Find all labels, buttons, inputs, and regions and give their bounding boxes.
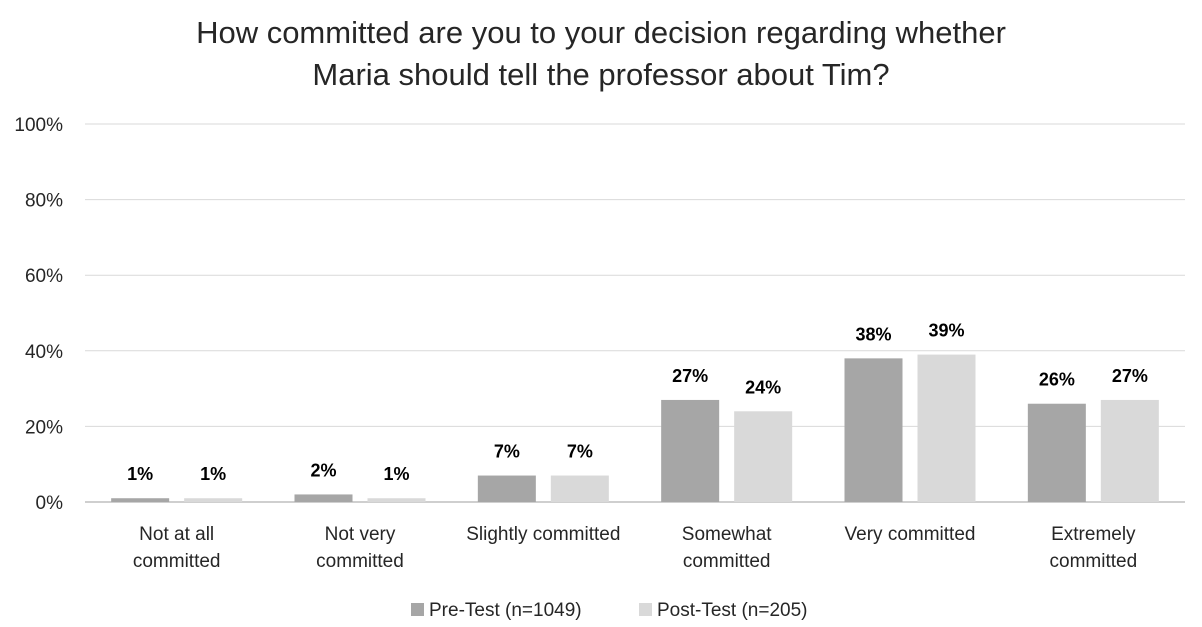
x-category-label: committed — [133, 551, 221, 572]
y-axis-ticks: 0% 20% 40% 60% 80% 100% — [14, 115, 63, 514]
y-tick-label: 60% — [25, 266, 63, 287]
chart-title-line: How committed are you to your decision r… — [196, 15, 1006, 50]
x-category-label: Very committed — [845, 524, 976, 545]
chart-title: How committed are you to your decision r… — [196, 15, 1006, 92]
legend-swatch — [411, 603, 424, 616]
x-category-label: Not very — [325, 524, 396, 545]
y-tick-label: 100% — [14, 115, 63, 136]
gridlines — [85, 123, 1185, 503]
data-label: 7% — [567, 442, 593, 462]
y-tick-label: 80% — [25, 191, 63, 212]
chart-title-line: Maria should tell the professor about Ti… — [312, 57, 889, 92]
legend-label: Pre-Test (n=1049) — [429, 600, 582, 621]
bar-pre-test — [477, 475, 536, 502]
y-tick-label: 20% — [25, 417, 63, 438]
data-label: 2% — [310, 460, 336, 480]
x-category-label: Extremely — [1051, 524, 1136, 545]
y-tick-label: 40% — [25, 342, 63, 363]
bar-post-test — [917, 354, 976, 502]
x-category-label: Not at all — [139, 524, 214, 545]
data-label: 24% — [745, 377, 781, 397]
x-category-label: committed — [1050, 551, 1138, 572]
x-axis-categories: Not at all committed Not very committed Slig… — [133, 524, 1137, 572]
bar-pre-test — [111, 498, 170, 502]
bar-post-test — [550, 475, 609, 502]
bar-pre-test — [1027, 403, 1086, 502]
x-category-label: committed — [683, 551, 771, 572]
legend: Pre-Test (n=1049) Post-Test (n=205) — [411, 600, 808, 621]
bars — [111, 354, 1159, 502]
y-tick-label: 0% — [36, 493, 64, 514]
bar-pre-test — [661, 399, 720, 502]
data-label: 27% — [1112, 366, 1148, 386]
legend-swatch — [639, 603, 652, 616]
bar-post-test — [184, 498, 243, 502]
bar-pre-test — [844, 358, 903, 502]
bar-post-test — [1100, 399, 1159, 502]
data-labels: 1% 1% 2% 1% 7% 7% 27% 24% 38% 39% 26% 27% — [127, 321, 1148, 485]
x-category-label: Slightly committed — [466, 524, 620, 545]
legend-label: Post-Test (n=205) — [657, 600, 808, 621]
x-category-label: Somewhat — [682, 524, 772, 545]
bar-post-test — [367, 498, 426, 502]
data-label: 27% — [672, 366, 708, 386]
data-label: 26% — [1039, 370, 1075, 390]
data-label: 7% — [494, 442, 520, 462]
data-label: 1% — [383, 464, 409, 484]
data-label: 1% — [127, 464, 153, 484]
data-label: 38% — [855, 324, 891, 344]
data-label: 39% — [928, 321, 964, 341]
data-label: 1% — [200, 464, 226, 484]
x-category-label: committed — [316, 551, 404, 572]
bar-pre-test — [294, 494, 353, 502]
bar-post-test — [734, 411, 793, 502]
